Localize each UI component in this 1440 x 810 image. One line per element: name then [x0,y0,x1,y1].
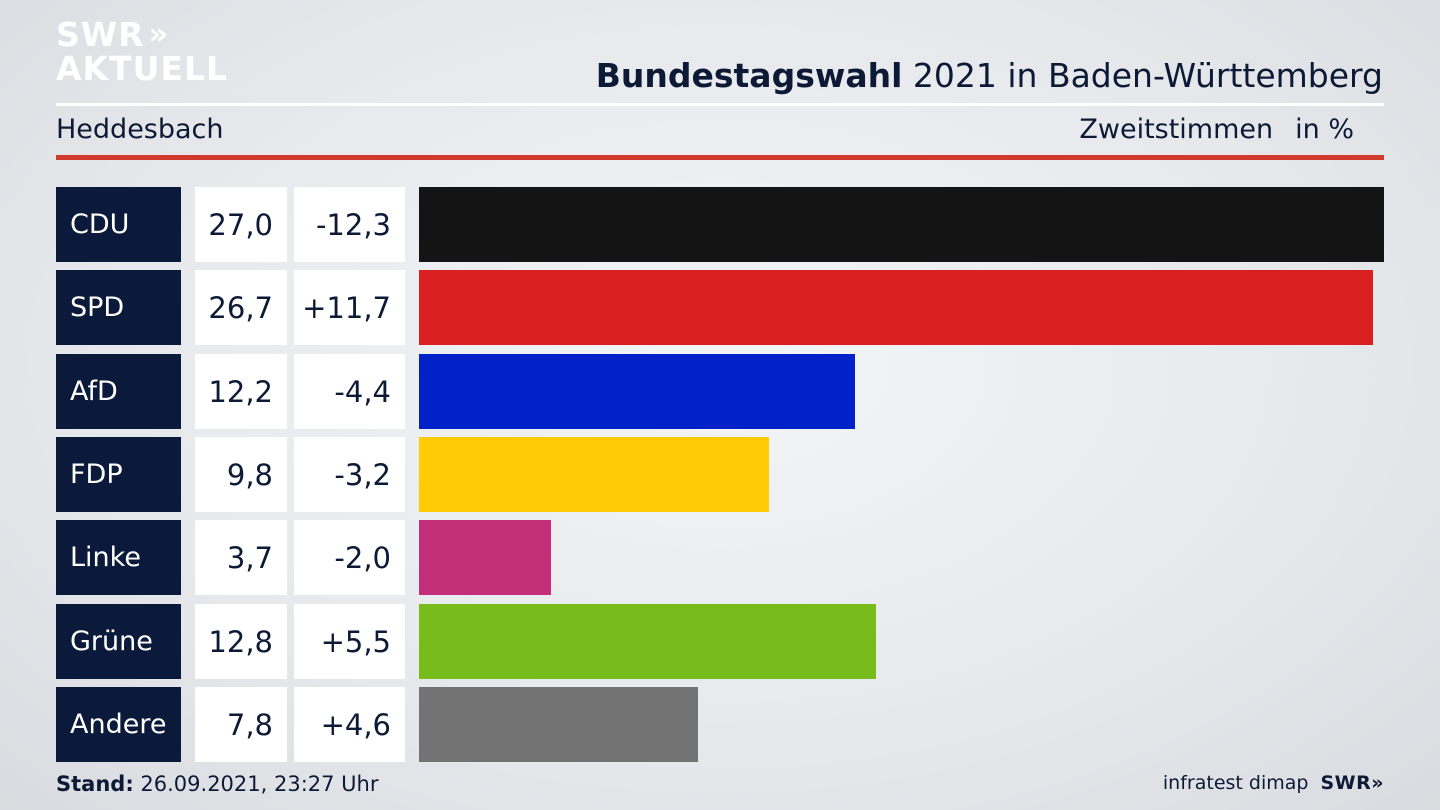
party-name: CDU [56,187,181,262]
vote-change-value: -12,3 [294,187,405,262]
party-row: Linke 3,7 -2,0 [56,520,1384,595]
vote-share-value: 7,8 [195,687,287,762]
party-name: AfD [56,354,181,429]
vote-share-value: 26,7 [195,270,287,345]
vote-change-value: +5,5 [294,604,405,679]
party-name: Andere [56,687,181,762]
vote-share-value: 9,8 [195,437,287,512]
party-name: FDP [56,437,181,512]
party-row: CDU 27,0 -12,3 [56,187,1384,262]
location-label: Heddesbach [56,114,224,145]
logo-text-swr: SWR [56,15,145,54]
party-row: Andere 7,8 +4,6 [56,687,1384,762]
vote-share-bar [419,354,855,429]
vote-share-bar [419,437,769,512]
vote-share-value: 27,0 [195,187,287,262]
logo-text-aktuell: AKTUELL [56,49,229,88]
timestamp-label: Stand: [56,772,134,796]
party-row: SPD 26,7 +11,7 [56,270,1384,345]
chart-title-rest: 2021 in Baden-Württemberg [902,56,1383,95]
vote-share-value: 12,2 [195,354,287,429]
party-name: SPD [56,270,181,345]
vote-change-value: +11,7 [294,270,405,345]
vote-change-value: -4,4 [294,354,405,429]
accent-divider [56,155,1384,160]
vote-share-bar [419,604,876,679]
vote-share-bar [419,187,1384,262]
party-row: FDP 9,8 -3,2 [56,437,1384,512]
party-row: Grüne 12,8 +5,5 [56,604,1384,679]
vote-change-value: -3,2 [294,437,405,512]
measure-name: Zweitstimmen [1079,114,1274,145]
party-name: Grüne [56,604,181,679]
timestamp: Stand: 26.09.2021, 23:27 Uhr [56,772,379,796]
swr-brand-logo: SWR» [1320,772,1384,794]
party-name: Linke [56,520,181,595]
measure-label: Zweitstimmen in % [1079,114,1354,145]
timestamp-value: 26.09.2021, 23:27 Uhr [133,772,379,796]
vote-change-value: +4,6 [294,687,405,762]
swr-aktuell-logo: SWR» AKTUELL [56,18,228,86]
vote-share-bar [419,687,698,762]
vote-share-value: 3,7 [195,520,287,595]
vote-share-bar [419,270,1373,345]
vote-change-value: -2,0 [294,520,405,595]
source-label: infratest dimap [1162,772,1309,794]
measure-unit: in % [1295,114,1354,145]
logo-chevron-icon: » [148,17,169,52]
chart-title-bold: Bundestagswahl [595,56,903,95]
party-row: AfD 12,2 -4,4 [56,354,1384,429]
vote-share-bar [419,520,551,595]
source-credit: infratest dimap SWR» [1163,772,1384,794]
header-divider [56,103,1384,106]
chart-title: Bundestagswahl 2021 in Baden-Württemberg [596,56,1383,95]
vote-share-value: 12,8 [195,604,287,679]
